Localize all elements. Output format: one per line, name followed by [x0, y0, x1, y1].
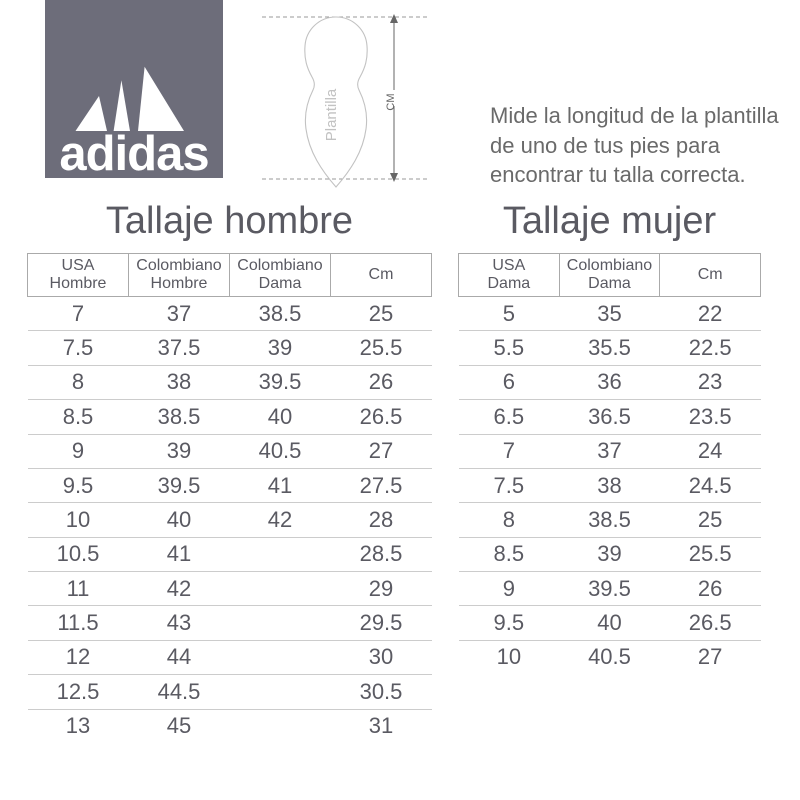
svg-text:CM: CM: [385, 93, 397, 110]
svg-text:Plantilla: Plantilla: [323, 88, 340, 141]
